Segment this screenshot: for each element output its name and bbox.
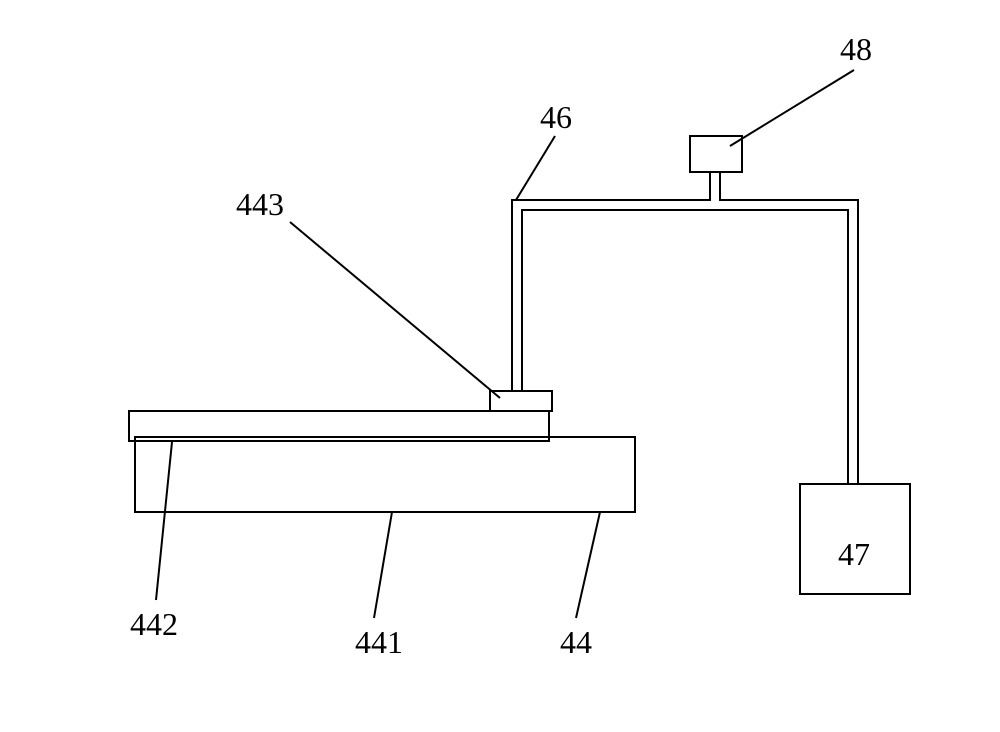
- leader-from443: [290, 222, 500, 398]
- leader-from441: [374, 512, 392, 618]
- leader-from44: [576, 512, 600, 618]
- label-44: 44: [560, 624, 592, 660]
- top-box: [690, 136, 742, 172]
- label-46: 46: [540, 99, 572, 135]
- leader-from48: [730, 70, 854, 146]
- label-47: 47: [838, 536, 870, 572]
- schematic-diagram: 48 46 443 47 442 441 44: [0, 0, 1000, 732]
- small-box: [490, 391, 552, 411]
- label-48: 48: [840, 31, 872, 67]
- label-443: 443: [236, 186, 284, 222]
- pipe-inner: [522, 210, 848, 484]
- leader-from442: [156, 442, 172, 600]
- leader-from46: [516, 136, 555, 200]
- label-441: 441: [355, 624, 403, 660]
- base-block: [135, 437, 635, 512]
- label-442: 442: [130, 606, 178, 642]
